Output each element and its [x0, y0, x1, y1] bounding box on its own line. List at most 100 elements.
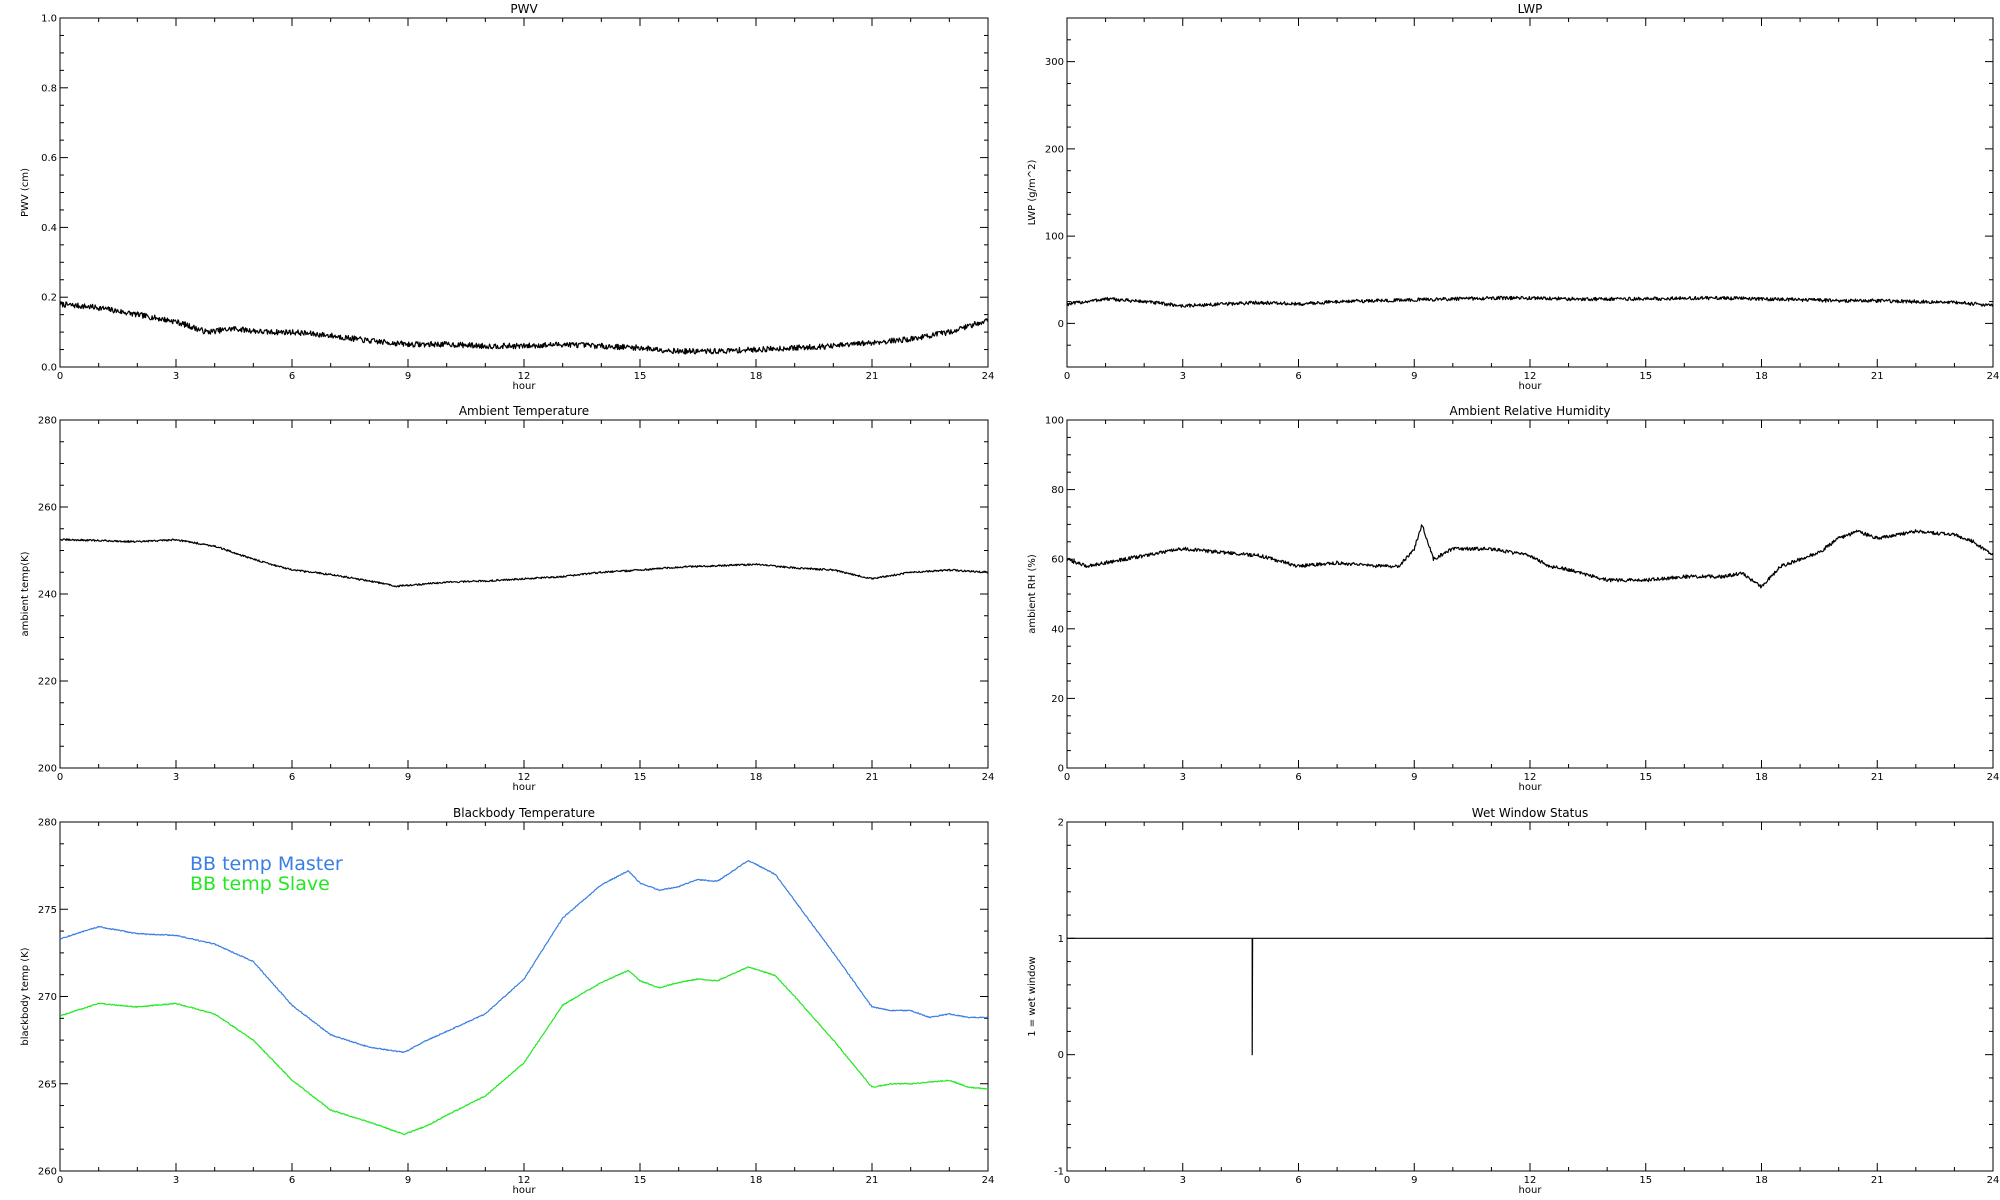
x-axis-label: hour [1519, 1185, 1543, 1196]
chart-panel: PWV 0 3 6 9 12 15 18 21 24 hour 0.0 0.2 0.4 0.6 0.8 1.0 P… [20, 2, 994, 392]
x-axis-label: hour [513, 381, 537, 392]
chart-panel: Ambient Temperature 0 3 6 9 12 15 18 21 24 hour 200… [20, 404, 994, 793]
chart-title: Ambient Temperature [459, 404, 589, 418]
x-tick-label: 6 [289, 772, 295, 783]
series-line [1066, 295, 1994, 308]
y-tick-label: 2 [1058, 818, 1064, 829]
y-tick-label: 0.2 [41, 293, 57, 304]
x-tick-label: 9 [1411, 371, 1417, 382]
x-tick-label: 6 [289, 1175, 295, 1186]
x-axis-label: hour [513, 782, 537, 793]
x-tick-label: 21 [1871, 772, 1884, 783]
x-tick-label: 6 [289, 371, 295, 382]
x-tick-label: 12 [518, 371, 531, 382]
y-axis-label: 1 = wet window [1027, 956, 1038, 1036]
x-tick-label: 21 [866, 772, 879, 783]
y-axis-label: LWP (g/m^2) [1027, 160, 1038, 226]
series-line [59, 538, 989, 588]
x-tick-label: 3 [1180, 371, 1186, 382]
y-tick-label: 40 [1051, 624, 1064, 635]
y-tick-label: 0.6 [41, 153, 57, 164]
x-tick-label: 24 [1987, 772, 2000, 783]
x-tick-label: 9 [405, 371, 411, 382]
x-tick-label: 18 [750, 772, 763, 783]
y-tick-label: 80 [1051, 485, 1064, 496]
y-tick-label: 280 [38, 416, 57, 427]
x-tick-label: 3 [173, 772, 179, 783]
x-tick-label: 18 [1755, 1175, 1768, 1186]
x-tick-label: 21 [1871, 1175, 1884, 1186]
x-tick-label: 12 [518, 772, 531, 783]
x-tick-label: 21 [866, 371, 879, 382]
x-tick-label: 3 [1180, 772, 1186, 783]
x-tick-label: 6 [1295, 772, 1301, 783]
x-tick-label: 24 [1987, 371, 2000, 382]
x-tick-label: 21 [866, 1175, 879, 1186]
x-tick-label: 9 [405, 1175, 411, 1186]
x-tick-label: 0 [57, 1175, 63, 1186]
series-line [59, 301, 989, 355]
x-tick-label: 18 [1755, 371, 1768, 382]
x-tick-label: 12 [1524, 772, 1537, 783]
chart-panel: Ambient Relative Humidity 0 3 6 9 12 15 18 21 24 h… [1027, 404, 1999, 793]
series-line [1067, 937, 1993, 1056]
plot-frame [59, 419, 989, 769]
x-tick-label: 18 [1755, 772, 1768, 783]
y-axis-label: PWV (cm) [20, 168, 31, 217]
y-tick-label: 0.4 [41, 223, 57, 234]
x-tick-label: 12 [1524, 1175, 1537, 1186]
x-tick-label: 15 [634, 772, 647, 783]
y-tick-label: 100 [1045, 232, 1064, 243]
series-line [1066, 524, 1994, 589]
legend-entry: BB temp Slave [190, 873, 330, 895]
y-tick-label: 0 [1058, 764, 1064, 775]
series-line-bb-temp-slave [59, 966, 989, 1136]
x-tick-label: 3 [1180, 1175, 1186, 1186]
y-tick-label: 265 [38, 1079, 57, 1090]
y-tick-label: 1.0 [41, 14, 57, 25]
x-tick-label: 15 [1639, 1175, 1652, 1186]
x-tick-label: 21 [1871, 371, 1884, 382]
plot-frame [1066, 419, 1994, 769]
y-tick-label: 260 [38, 503, 57, 514]
x-tick-label: 24 [982, 1175, 995, 1186]
y-axis-label: blackbody temp (K) [20, 947, 31, 1045]
x-tick-label: 9 [405, 772, 411, 783]
plot-frame [59, 17, 989, 368]
chart-panel: LWP 0 3 6 9 12 15 18 21 24 hour 0 100 200 300 LWP (g/m^… [1027, 2, 1999, 392]
chart-panel: Blackbody Temperature 0 3 6 9 12 15 18 21 24 hour 2… [20, 806, 994, 1196]
x-tick-label: 0 [1064, 772, 1070, 783]
x-tick-label: 3 [173, 371, 179, 382]
series-line-bb-temp-master [59, 860, 989, 1054]
x-tick-label: 24 [1987, 1175, 2000, 1186]
x-tick-label: 0 [1064, 371, 1070, 382]
y-tick-label: 270 [38, 992, 57, 1003]
y-tick-label: -1 [1054, 1167, 1064, 1178]
x-tick-label: 15 [634, 1175, 647, 1186]
x-tick-label: 0 [57, 371, 63, 382]
x-tick-label: 0 [1064, 1175, 1070, 1186]
x-axis-label: hour [513, 1185, 537, 1196]
x-tick-label: 15 [1639, 772, 1652, 783]
y-tick-label: 60 [1051, 555, 1064, 566]
y-tick-label: 0.8 [41, 83, 57, 94]
x-tick-label: 24 [982, 371, 995, 382]
y-tick-label: 220 [38, 677, 57, 688]
y-tick-label: 200 [1045, 144, 1064, 155]
legend-entry: BB temp Master [190, 853, 343, 875]
x-tick-label: 24 [982, 772, 995, 783]
chart-title: PWV [510, 2, 538, 16]
x-tick-label: 12 [518, 1175, 531, 1186]
y-tick-label: 300 [1045, 57, 1064, 68]
x-tick-label: 15 [634, 371, 647, 382]
x-tick-label: 0 [57, 772, 63, 783]
x-tick-label: 3 [173, 1175, 179, 1186]
x-tick-label: 12 [1524, 371, 1537, 382]
plot-frame [1066, 17, 1994, 368]
x-tick-label: 18 [750, 1175, 763, 1186]
x-axis-label: hour [1519, 782, 1543, 793]
y-tick-label: 1 [1058, 934, 1064, 945]
x-tick-label: 9 [1411, 772, 1417, 783]
